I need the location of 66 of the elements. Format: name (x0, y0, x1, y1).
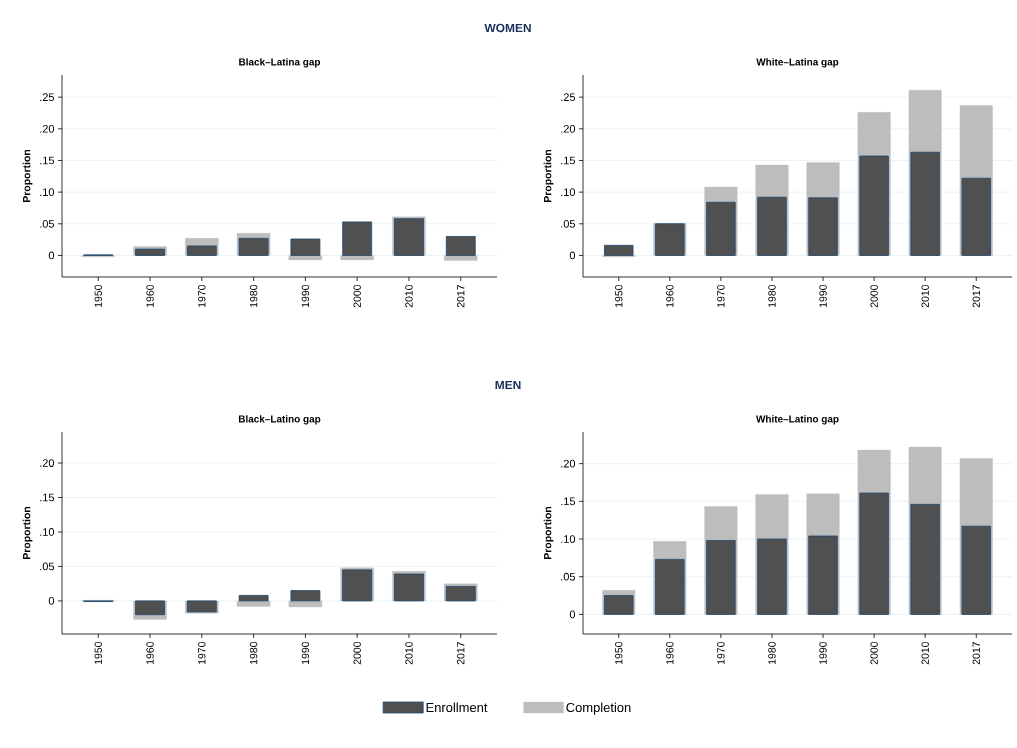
text: WOMEN (484, 23, 531, 33)
x-tick-label: 1970 (198, 284, 206, 307)
x-tick-label: 1960 (146, 284, 154, 307)
y-axis-title: Proportion (22, 506, 33, 560)
y-tick-label: .20 (40, 459, 55, 467)
x-tick-label: 2017 (972, 285, 980, 308)
y-tick-label: .20 (40, 124, 55, 133)
y-tick-label: .10 (561, 188, 576, 197)
y-tick-label: .05 (40, 562, 55, 571)
x-tick-label: 1990 (819, 641, 827, 664)
x-tick-label: 1990 (819, 284, 827, 307)
y-axis-title: Proportion (543, 506, 554, 560)
x-tick-label: 1980 (768, 641, 776, 664)
y-tick-label: .10 (40, 528, 55, 536)
text: MEN (495, 380, 521, 390)
legend-label: Completion (566, 702, 631, 715)
chart-title: Black–Latino gap (238, 415, 321, 425)
y-tick-label: 0 (569, 610, 576, 619)
x-tick-label: 2000 (870, 641, 878, 665)
x-tick-label: 1980 (768, 284, 776, 307)
x-tick-label: 2017 (457, 285, 465, 308)
y-tick-label: .10 (561, 535, 576, 543)
y-tick-label: 0 (48, 251, 55, 260)
y-tick-label: .25 (40, 93, 55, 102)
x-tick-label: 2017 (457, 642, 465, 665)
y-tick-label: .15 (40, 156, 55, 165)
x-tick-label: 2000 (353, 284, 361, 308)
y-tick-label: .20 (561, 459, 576, 468)
x-tick-label: 2010 (921, 284, 929, 308)
x-tick-label: 2017 (972, 642, 980, 665)
x-tick-label: 1990 (301, 641, 310, 664)
x-tick-label: 1950 (94, 284, 102, 307)
legend-label: Enrollment (426, 702, 488, 713)
y-tick-label: .05 (561, 572, 576, 581)
y-tick-label: .05 (561, 219, 576, 228)
x-tick-label: 1970 (717, 641, 725, 664)
y-tick-label: 0 (569, 251, 576, 260)
x-tick-label: 1980 (249, 284, 258, 307)
x-tick-label: 2000 (870, 284, 878, 308)
y-tick-label: .10 (40, 188, 55, 197)
chart-title: Black–Latina gap (239, 58, 321, 68)
x-tick-label: 2000 (353, 641, 361, 665)
y-tick-label: .15 (40, 493, 55, 502)
x-tick-label: 1970 (717, 284, 725, 307)
y-tick-label: .15 (561, 156, 576, 165)
y-tick-label: .25 (561, 93, 576, 102)
y-axis-title: Proportion (543, 149, 554, 203)
y-tick-label: .05 (40, 219, 55, 228)
x-tick-label: 2010 (921, 641, 929, 665)
x-tick-label: 1950 (615, 641, 623, 664)
x-tick-label: 1960 (666, 641, 674, 664)
x-tick-label: 1990 (301, 284, 310, 307)
chart-title: White–Latino gap (756, 415, 839, 425)
x-tick-label: 2010 (405, 641, 413, 665)
x-tick-label: 1950 (94, 641, 102, 664)
y-axis-title: Proportion (22, 149, 33, 203)
y-tick-label: .15 (561, 497, 576, 506)
y-tick-label: 0 (48, 597, 55, 605)
x-tick-label: 1960 (666, 284, 674, 307)
x-tick-label: 1960 (146, 641, 154, 664)
chart-title: White–Latina gap (756, 58, 839, 68)
x-tick-label: 1980 (249, 641, 258, 664)
y-tick-label: .20 (561, 124, 576, 133)
x-tick-label: 1950 (615, 284, 623, 307)
x-tick-label: 2010 (405, 284, 413, 308)
x-tick-label: 1970 (198, 641, 206, 664)
